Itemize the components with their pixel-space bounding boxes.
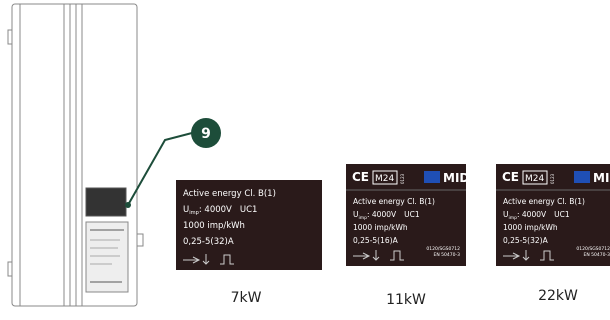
symbols [183, 254, 234, 265]
u-symbol: U [503, 210, 509, 219]
eu-flag [574, 171, 590, 183]
meter-constant: 1000 imp/kWh [353, 223, 408, 232]
energy-label: CE M24 0123 MID Active energy Cl. B(1) Uimp: … [496, 164, 610, 266]
u-symbol: U [183, 205, 189, 215]
uc-class: UC1 [554, 210, 570, 219]
ce-mark: CE [502, 170, 519, 184]
mid-mark: MID [593, 171, 610, 185]
u-subscript: imp [189, 210, 199, 216]
symbols [503, 250, 554, 261]
power-caption: 22kW [538, 288, 578, 304]
certificate: 0120/SGS0712 [426, 246, 460, 252]
current-range: 0,25-5(16)A [353, 236, 399, 245]
voltage: : 4000V [517, 210, 547, 219]
callout: 9 [125, 118, 221, 208]
energy-class: Active energy Cl. B(1) [183, 189, 276, 199]
ce-mark: CE [352, 170, 369, 184]
notified-body: 0123 [400, 173, 405, 184]
label-plate [346, 164, 466, 266]
standard: EN 50470-3 [584, 252, 610, 258]
device-drawing [7, 3, 144, 307]
labels: Active energy Cl. B(1)Uimp: 4000V UC11000… [176, 164, 610, 308]
notified-body: 0123 [550, 173, 555, 184]
callout-number: 9 [201, 126, 211, 142]
label-plate [176, 180, 322, 270]
symbols [353, 250, 404, 261]
uc-class: UC1 [240, 205, 258, 215]
uc-class: UC1 [404, 210, 420, 219]
eu-flag [424, 171, 440, 183]
energy-label: Active energy Cl. B(1) Uimp: 4000V UC1 1000… [176, 180, 322, 270]
m-mark: M24 [375, 174, 394, 184]
label-plate [496, 164, 610, 266]
voltage: : 4000V [199, 205, 232, 215]
current-range: 0,25-5(32)A [503, 236, 549, 245]
voltage: : 4000V [367, 210, 397, 219]
u-symbol: U [353, 210, 359, 219]
energy-label: CE M24 0123 MID Active energy Cl. B(1) Uimp: … [346, 164, 469, 266]
meter-constant: 1000 imp/kWh [183, 221, 245, 231]
current-range: 0,25-5(32)A [183, 237, 234, 247]
energy-class: Active energy Cl. B(1) [353, 197, 435, 206]
m-box [372, 170, 398, 185]
impulse-voltage: Uimp: 4000V UC1 [503, 210, 570, 221]
u-subscript: imp [509, 215, 518, 221]
mid-mark: MID [443, 171, 469, 185]
energy-class: Active energy Cl. B(1) [503, 197, 585, 206]
impulse-voltage: Uimp: 4000V UC1 [353, 210, 420, 221]
impulse-voltage: Uimp: 4000V UC1 [183, 205, 257, 216]
m-mark: M24 [525, 174, 544, 184]
meter-constant: 1000 imp/kWh [503, 223, 558, 232]
power-caption: 11kW [386, 292, 426, 308]
m-box [522, 170, 548, 185]
u-subscript: imp [359, 215, 368, 221]
certificate: 0120/SGS0712 [576, 246, 610, 252]
power-caption: 7kW [231, 290, 262, 306]
standard: EN 50470-3 [434, 252, 461, 258]
